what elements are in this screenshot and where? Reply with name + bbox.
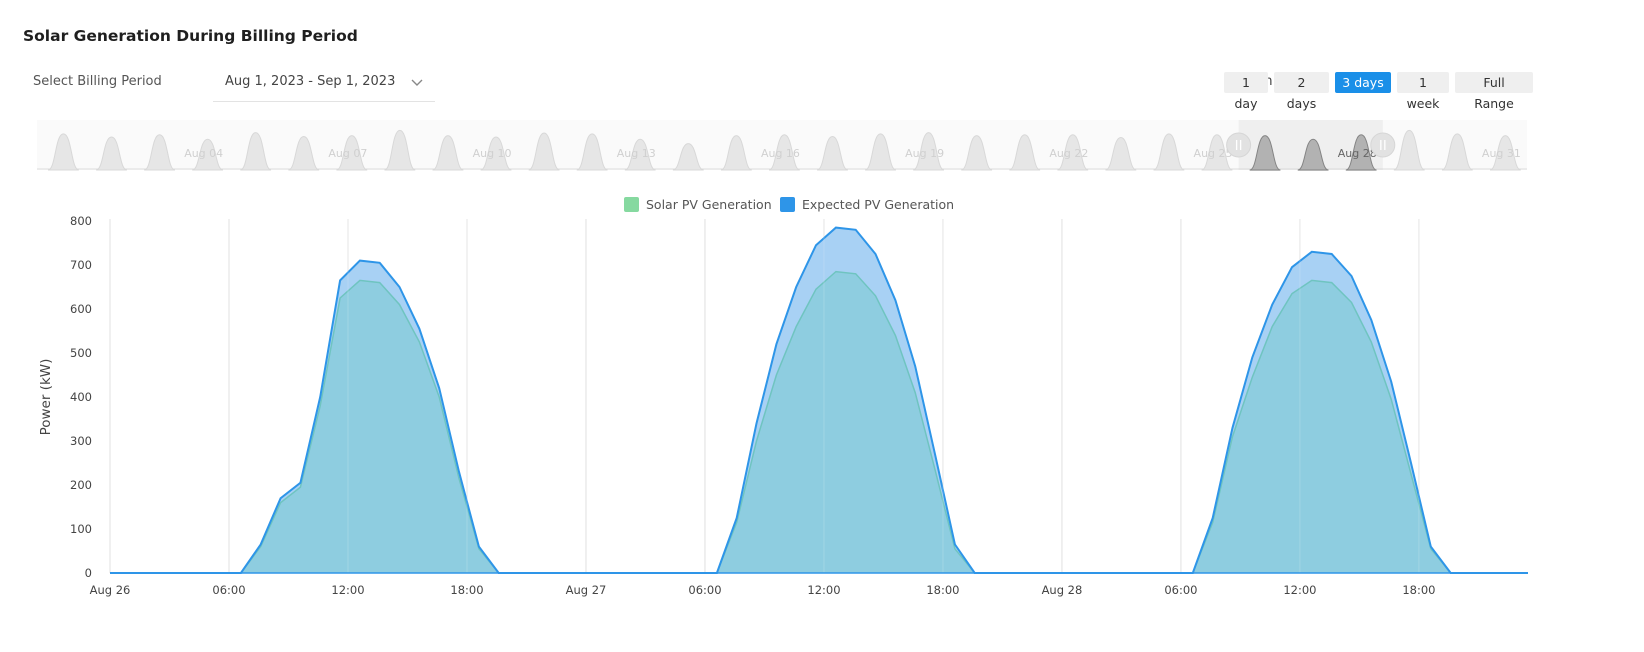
chart-axes: Aug 26 06:00 12:00 18:00 Aug 27 06:00 12:00 18:… [38, 214, 1528, 597]
chart-series [110, 219, 1528, 574]
billing-period-value: Aug 1, 2023 - Sep 1, 2023 [225, 74, 396, 89]
navigator-day-mark [1201, 134, 1233, 171]
navigator-day-mark [1489, 135, 1521, 171]
navigator-right-handle[interactable] [1370, 132, 1396, 158]
navigator-selection[interactable] [1238, 120, 1383, 170]
navigator-day-mark [816, 136, 849, 171]
solar-pv-area [110, 271, 1528, 573]
y-tick-label: 300 [70, 434, 92, 448]
billing-period-label: Select Billing Period [33, 74, 162, 89]
navigator-day-mark [1249, 135, 1281, 171]
navigator-day-mark [864, 133, 897, 171]
y-tick-label: 500 [70, 346, 92, 360]
navigator-date-label: Aug 07 [328, 147, 367, 160]
y-tick-label: 600 [70, 302, 92, 316]
navigator-day-mark [1441, 133, 1473, 171]
navigator-date-label: Aug 19 [905, 147, 944, 160]
navigator-day-mark [528, 132, 560, 171]
x-tick-label: 06:00 [688, 583, 721, 597]
x-tick-label: 18:00 [926, 583, 959, 597]
x-tick-label: Aug 27 [566, 583, 607, 597]
x-tick-label: 12:00 [331, 583, 364, 597]
navigator-date-label: Aug 16 [761, 147, 800, 160]
navigator-day-mark [1345, 134, 1377, 171]
y-tick-label: 0 [85, 566, 92, 580]
expected-pv-line [110, 226, 1528, 574]
x-tick-label: Aug 26 [90, 583, 131, 597]
chevron-down-icon [411, 79, 423, 86]
y-tick-label: 100 [70, 522, 92, 536]
navigator-day-mark [720, 135, 752, 171]
navigator-day-mark [672, 143, 704, 171]
navigator-day-mark [624, 138, 656, 171]
navigator-day-mark [1009, 134, 1041, 171]
navigator-day-mark [961, 135, 993, 171]
navigator-date-label: Aug 25 [1194, 147, 1233, 160]
y-axis-title: Power (kW) [38, 359, 54, 436]
navigator-day-mark [288, 136, 320, 171]
y-tick-label: 200 [70, 478, 92, 492]
legend-item-expected[interactable]: Expected PV Generation [780, 197, 954, 213]
zoom-3-days-button[interactable]: 3 days [1335, 72, 1391, 93]
solar-pv-line [110, 270, 1528, 574]
x-tick-label: 06:00 [1164, 583, 1197, 597]
legend-swatch-solar [624, 197, 639, 212]
legend-label-solar: Solar PV Generation [646, 197, 772, 212]
x-tick-label: 12:00 [1283, 583, 1316, 597]
y-tick-label: 700 [70, 258, 92, 272]
x-tick-label: 18:00 [1402, 583, 1435, 597]
navigator-day-mark [1393, 129, 1425, 171]
navigator-day-mark [768, 134, 801, 171]
zoom-1-day-button[interactable]: 1 day [1224, 72, 1268, 111]
billing-period-select[interactable]: Aug 1, 2023 - Sep 1, 2023 [213, 62, 435, 102]
x-tick-label: 12:00 [807, 583, 840, 597]
legend-swatch-expected [780, 197, 795, 212]
navigator-date-label: Aug 22 [1049, 147, 1088, 160]
navigator-date-label: Aug 31 [1482, 147, 1521, 160]
navigator-day-mark [240, 132, 272, 171]
navigator-day-mark [1057, 134, 1089, 171]
navigator-day-mark [912, 132, 945, 171]
zoom-full-range-button[interactable]: Full Range [1455, 72, 1533, 111]
navigator-day-mark [1105, 136, 1137, 171]
handle-circle [1226, 132, 1252, 158]
y-tick-label: 400 [70, 390, 92, 404]
navigator-day-mark [47, 133, 80, 171]
legend-label-expected: Expected PV Generation [802, 197, 955, 212]
legend-item-solar[interactable]: Solar PV Generation [624, 197, 772, 213]
navigator-day-mark [432, 135, 464, 171]
handle-circle [1370, 132, 1396, 158]
y-tick-label: 800 [70, 214, 92, 228]
navigator-day-mark [143, 134, 176, 171]
zoom-2-days-button[interactable]: 2 days [1274, 72, 1329, 111]
x-tick-label: 18:00 [450, 583, 483, 597]
navigator-day-mark [384, 129, 416, 171]
navigator-day-mark [95, 136, 128, 171]
zoom-1-week-button[interactable]: 1 week [1397, 72, 1449, 111]
x-tick-label: 06:00 [212, 583, 245, 597]
x-tick-label: Aug 28 [1042, 583, 1083, 597]
navigator-left-handle[interactable] [1226, 132, 1252, 158]
navigator-day-mark [336, 135, 368, 171]
navigator-date-label: Aug 10 [473, 147, 512, 160]
navigator-date-label: Aug 04 [184, 147, 223, 160]
navigator-day-mark [480, 136, 512, 171]
navigator-day-mark [1297, 138, 1329, 171]
navigator-day-mark [576, 133, 608, 171]
navigator-date-label: Aug 13 [617, 147, 656, 160]
navigator-date-label: Aug 28 [1338, 147, 1377, 160]
navigator-day-mark [1153, 133, 1185, 171]
page-title: Solar Generation During Billing Period [23, 27, 358, 45]
range-navigator[interactable]: Aug 04 Aug 07 Aug 10 Aug 13 Aug 16 Aug 19 Aug … [37, 120, 1527, 171]
navigator-day-mark [192, 138, 224, 171]
